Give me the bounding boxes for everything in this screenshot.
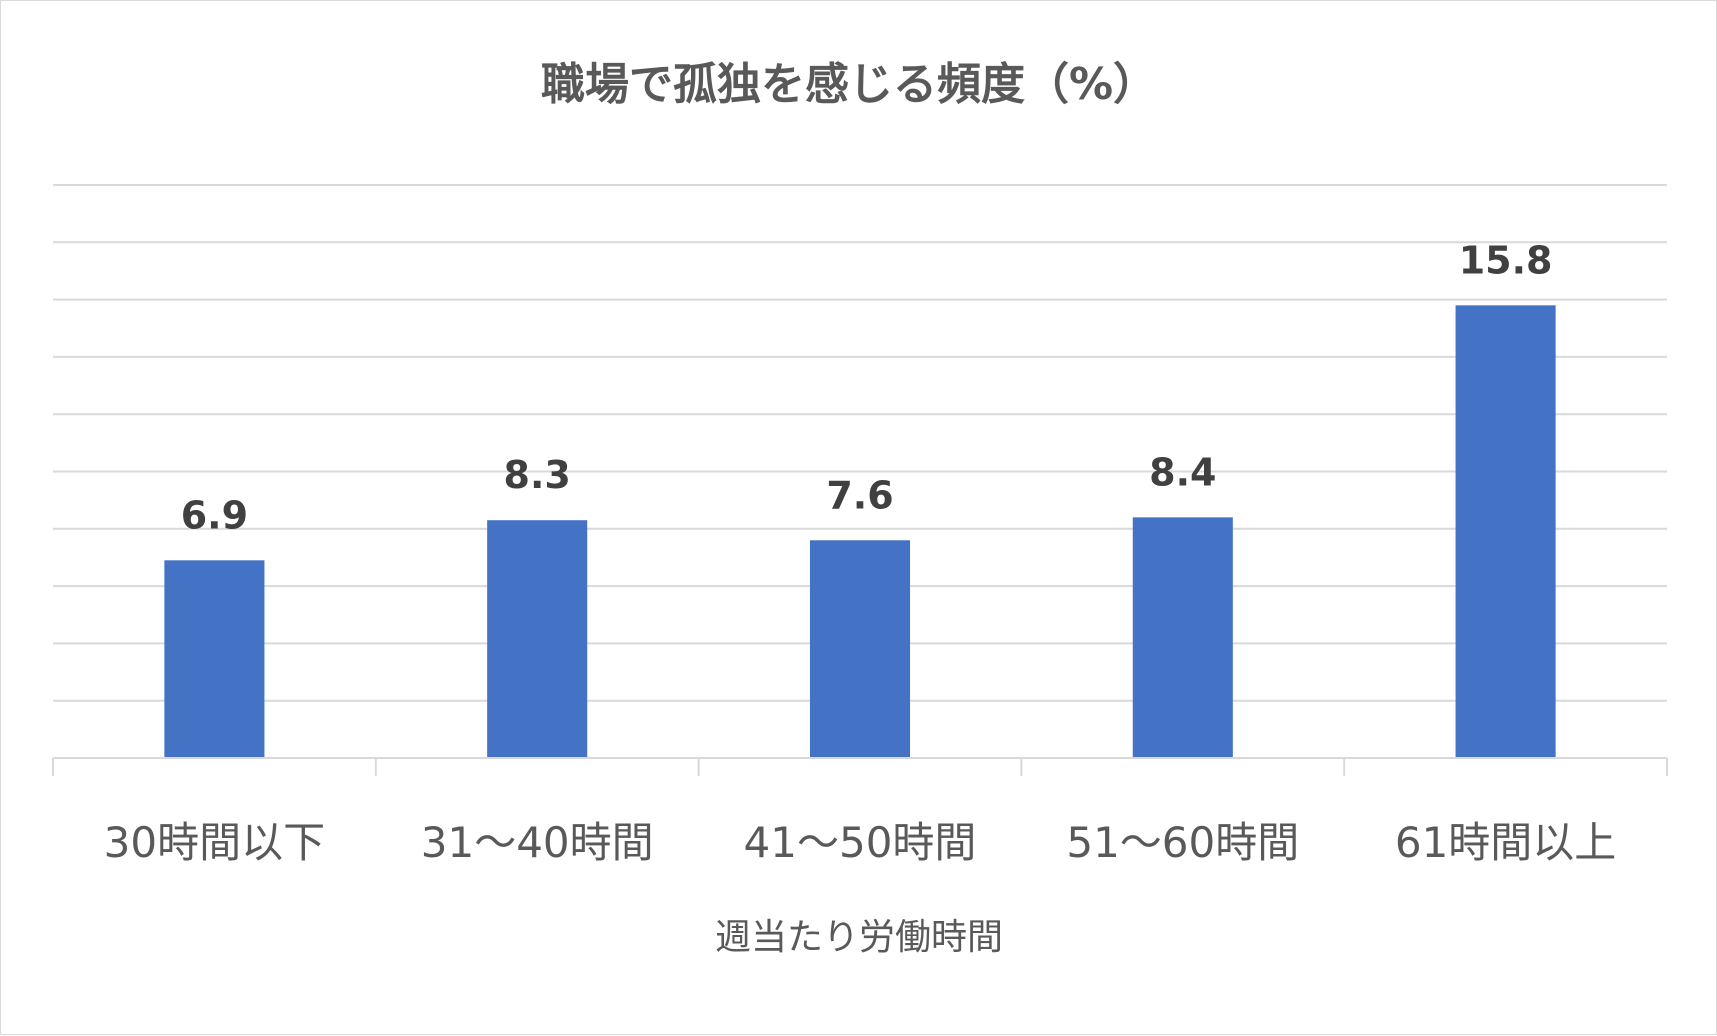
data-label-4: 8.4 (1149, 450, 1216, 494)
data-label-2: 8.3 (504, 453, 571, 497)
x-tick-label-5: 61時間以上 (1395, 818, 1616, 867)
chart-title: 職場で孤独を感じる頻度（%） (541, 59, 1157, 110)
bars (164, 305, 1556, 758)
x-axis-title: 週当たり労働時間 (715, 917, 1003, 958)
x-tick-label-3: 41～50時間 (744, 818, 977, 867)
bar-2 (487, 520, 588, 758)
data-label-3: 7.6 (826, 473, 893, 517)
x-tick-labels: 30時間以下 31～40時間 41～50時間 51～60時間 61時間以上 (104, 818, 1617, 867)
bar-5 (1455, 305, 1556, 758)
x-axis (52, 757, 1668, 776)
data-label-1: 6.9 (181, 493, 248, 537)
bar-4 (1132, 517, 1233, 758)
gridlines (53, 184, 1667, 702)
data-labels: 6.9 8.3 7.6 8.4 15.8 (181, 238, 1553, 537)
data-label-5: 15.8 (1459, 238, 1553, 282)
x-tick-label-4: 51～60時間 (1066, 818, 1299, 867)
x-tick-label-2: 31～40時間 (421, 818, 654, 867)
bar-1 (164, 560, 265, 758)
x-tick-label-1: 30時間以下 (104, 818, 325, 867)
bar-3 (809, 540, 911, 758)
